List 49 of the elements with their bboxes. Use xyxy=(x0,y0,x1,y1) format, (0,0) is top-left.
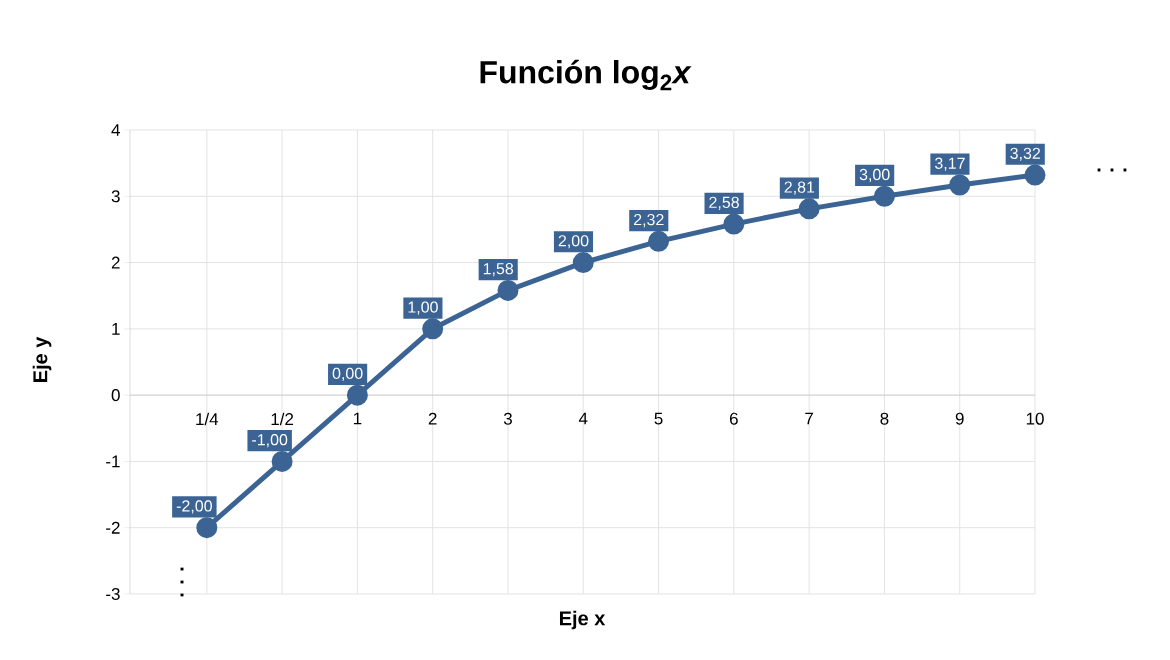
chart-title: Función log$_{2}$x xyxy=(480,59,692,91)
y-tick-label: -3 xyxy=(106,587,120,601)
text: . . . xyxy=(1097,168,1127,172)
x-tick-label: 5 xyxy=(654,412,663,425)
data-label: 3,00 xyxy=(859,168,890,183)
y-tick-label: 0 xyxy=(111,389,120,402)
x-tick-label: 10 xyxy=(1026,412,1044,425)
data-label: 2,00 xyxy=(558,235,589,249)
point xyxy=(648,230,670,252)
data-label: 1,00 xyxy=(408,301,438,315)
point xyxy=(196,517,218,539)
x-tick-label: 1 xyxy=(353,412,362,425)
y-tick-label: -2 xyxy=(106,521,120,534)
point xyxy=(572,252,594,274)
data-label: 1,58 xyxy=(483,262,514,277)
y-tick-label: -1 xyxy=(106,455,120,468)
point xyxy=(497,279,519,301)
y-tick-label: 3 xyxy=(111,190,120,203)
x-tick-label: 8 xyxy=(880,412,889,425)
data-label: 2,58 xyxy=(709,196,739,210)
data-label: -2,00 xyxy=(176,500,212,514)
y-axis-title: Eje y xyxy=(32,336,52,382)
x-tick-label: 6 xyxy=(729,412,738,425)
data-label: 2,32 xyxy=(634,213,664,228)
y-tick-label: 2 xyxy=(111,256,120,269)
y-tick-label: 1 xyxy=(112,322,120,335)
x-tick-label: 7 xyxy=(805,412,813,425)
point xyxy=(949,174,971,196)
data-label: 2,81 xyxy=(784,181,815,195)
data-label: 0,00 xyxy=(332,367,363,381)
point xyxy=(422,318,444,340)
annotation: . . . xyxy=(180,567,184,597)
x-tick-label: 1/4 xyxy=(196,412,219,426)
point xyxy=(271,450,293,472)
point xyxy=(1024,164,1046,186)
x-tick-label: 3 xyxy=(503,412,512,425)
x-tick-label: 4 xyxy=(578,412,588,425)
data-label: 3,32 xyxy=(1010,147,1040,161)
point xyxy=(798,198,820,220)
point xyxy=(346,384,368,406)
x-axis-title: Eje x xyxy=(559,610,606,630)
point xyxy=(873,185,895,207)
point xyxy=(723,213,745,235)
y-tick-label: 4 xyxy=(111,124,120,136)
x-tick-label: 2 xyxy=(428,412,437,425)
x-tick-label: 9 xyxy=(955,412,964,425)
data-label: 3,17 xyxy=(934,157,965,171)
x-tick-label: 1/2 xyxy=(271,412,294,426)
data-label: -1,00 xyxy=(252,434,288,448)
